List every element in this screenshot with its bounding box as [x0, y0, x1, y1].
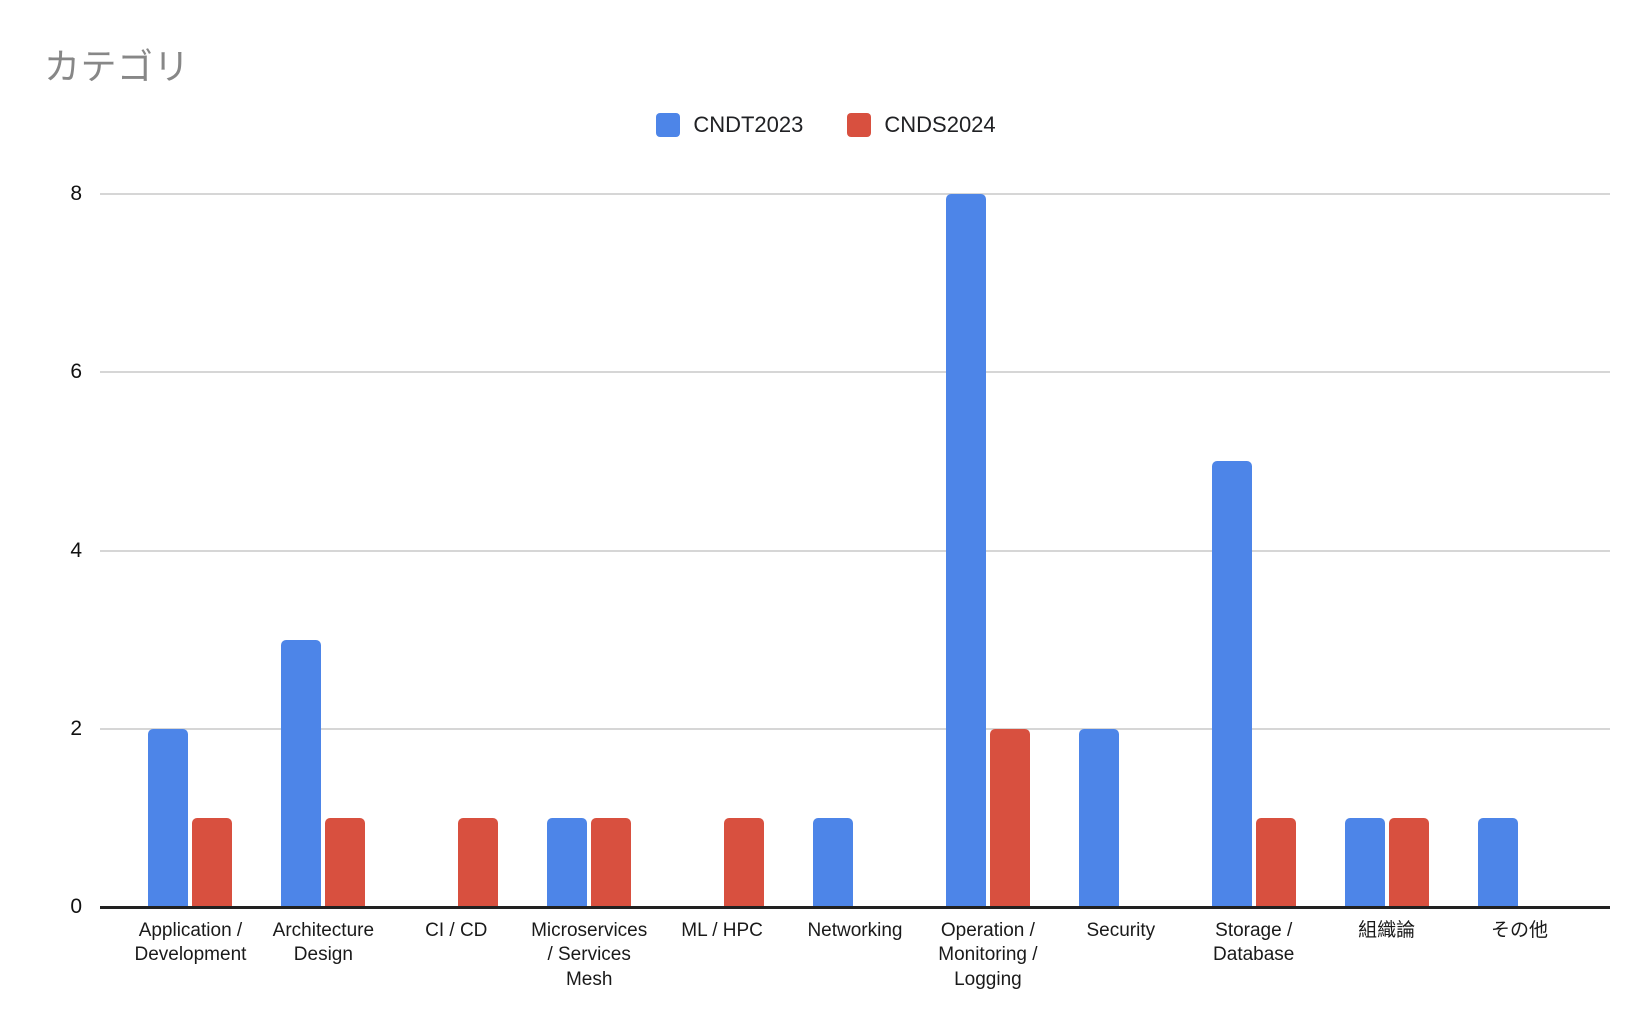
bar-cnds2024-2[interactable] — [458, 817, 499, 907]
bar-cndt2023-7[interactable] — [1078, 728, 1119, 907]
bar-slot-cnds2024-9 — [1388, 194, 1429, 907]
bar-cndt2023-8[interactable] — [1211, 461, 1252, 907]
bar-group-5 — [789, 194, 922, 907]
bar-slot-cndt2023-10 — [1477, 194, 1518, 907]
y-tick-label-0: 0 — [70, 895, 82, 918]
bar-group-7 — [1054, 194, 1187, 907]
gridline-8 — [100, 193, 1610, 195]
x-axis-label-1: Architecture Design — [272, 920, 375, 966]
plot-area — [100, 193, 1610, 909]
bar-slot-cndt2023-1 — [281, 194, 322, 907]
x-axis-label-10: その他 — [1491, 920, 1549, 941]
bar-group-0 — [124, 194, 257, 907]
bar-cndt2023-0[interactable] — [148, 728, 189, 907]
bar-slot-cndt2023-8 — [1211, 194, 1252, 907]
x-axis-label-9: 組織論 — [1358, 920, 1416, 941]
bar-slot-cndt2023-5 — [812, 194, 853, 907]
bar-slot-cndt2023-2 — [414, 194, 454, 907]
legend-swatch-cnds2024-icon — [847, 113, 872, 137]
bar-cnds2024-3[interactable] — [591, 817, 632, 907]
x-axis-label-3: Microservices / Services Mesh — [531, 920, 648, 990]
bar-group-6 — [921, 194, 1054, 907]
bar-cnds2024-6[interactable] — [989, 728, 1030, 907]
bar-group-2 — [390, 194, 523, 907]
x-axis-label-2: CI / CD — [425, 920, 488, 941]
bar-slot-cnds2024-0 — [192, 194, 233, 907]
bar-group-10 — [1453, 194, 1586, 907]
bar-slot-cnds2024-5 — [857, 194, 897, 907]
x-axis-label-7: Security — [1086, 920, 1156, 941]
bar-group-4 — [656, 194, 789, 907]
y-tick-label-6: 6 — [70, 360, 82, 384]
bar-group-3 — [523, 194, 656, 907]
bar-slot-cndt2023-6 — [945, 194, 986, 907]
bar-slot-cndt2023-9 — [1344, 194, 1385, 907]
bar-cnds2024-0[interactable] — [192, 817, 233, 907]
chart-title: カテゴリ — [44, 46, 191, 87]
bar-group-1 — [257, 194, 390, 907]
bar-slot-cndt2023-0 — [148, 194, 189, 907]
bar-group-9 — [1320, 194, 1453, 907]
gridline-2 — [100, 727, 1610, 730]
bar-cndt2023-5[interactable] — [812, 817, 853, 907]
bar-cnds2024-9[interactable] — [1388, 817, 1429, 907]
y-axis: 0 2 4 6 8 — [0, 182, 90, 918]
bar-slot-cnds2024-1 — [325, 194, 366, 907]
bar-slot-cndt2023-7 — [1078, 194, 1119, 907]
bar-slot-cnds2024-8 — [1255, 194, 1296, 907]
bar-cnds2024-4[interactable] — [724, 817, 765, 907]
x-axis-label-5: Networking — [807, 920, 903, 941]
bar-group-8 — [1187, 194, 1320, 907]
gridline-6 — [100, 371, 1610, 374]
x-axis-label-4: ML / HPC — [681, 920, 763, 941]
y-tick-label-8: 8 — [70, 182, 82, 205]
legend: CNDT2023 CNDS2024 — [0, 112, 1652, 138]
bar-slot-cnds2024-2 — [458, 194, 499, 907]
bars-layer — [124, 194, 1586, 907]
bar-slot-cnds2024-4 — [724, 194, 765, 907]
legend-item-cnds2024[interactable]: CNDS2024 — [847, 112, 996, 138]
bar-cndt2023-6[interactable] — [945, 194, 986, 907]
legend-label-cnds2024: CNDS2024 — [884, 112, 996, 137]
bar-slot-cnds2024-7 — [1123, 194, 1163, 907]
x-axis: Application / Development Architecture De… — [124, 919, 1586, 992]
bar-cnds2024-8[interactable] — [1255, 817, 1296, 907]
bar-cnds2024-1[interactable] — [325, 817, 366, 907]
legend-swatch-cndt2023-icon — [656, 113, 681, 137]
bar-cndt2023-9[interactable] — [1344, 817, 1385, 907]
y-tick-label-2: 2 — [70, 716, 82, 740]
bar-slot-cnds2024-10 — [1522, 194, 1562, 907]
bar-slot-cnds2024-6 — [989, 194, 1030, 907]
x-axis-label-0: Application / Development — [134, 920, 247, 966]
legend-item-cndt2023[interactable]: CNDT2023 — [656, 112, 803, 138]
gridline-4 — [100, 549, 1610, 552]
x-axis-label-6: Operation / Monitoring / Logging — [938, 920, 1038, 990]
bar-slot-cnds2024-3 — [591, 194, 632, 907]
bar-cndt2023-1[interactable] — [281, 639, 322, 907]
bar-slot-cndt2023-4 — [680, 194, 720, 907]
x-axis-label-8: Storage / Database — [1213, 920, 1295, 966]
y-tick-label-4: 4 — [70, 538, 82, 562]
bar-slot-cndt2023-3 — [547, 194, 588, 907]
legend-label-cndt2023: CNDT2023 — [693, 112, 804, 137]
bar-cndt2023-3[interactable] — [547, 817, 588, 907]
bar-cndt2023-10[interactable] — [1477, 817, 1518, 907]
x-axis-baseline — [100, 906, 1610, 909]
